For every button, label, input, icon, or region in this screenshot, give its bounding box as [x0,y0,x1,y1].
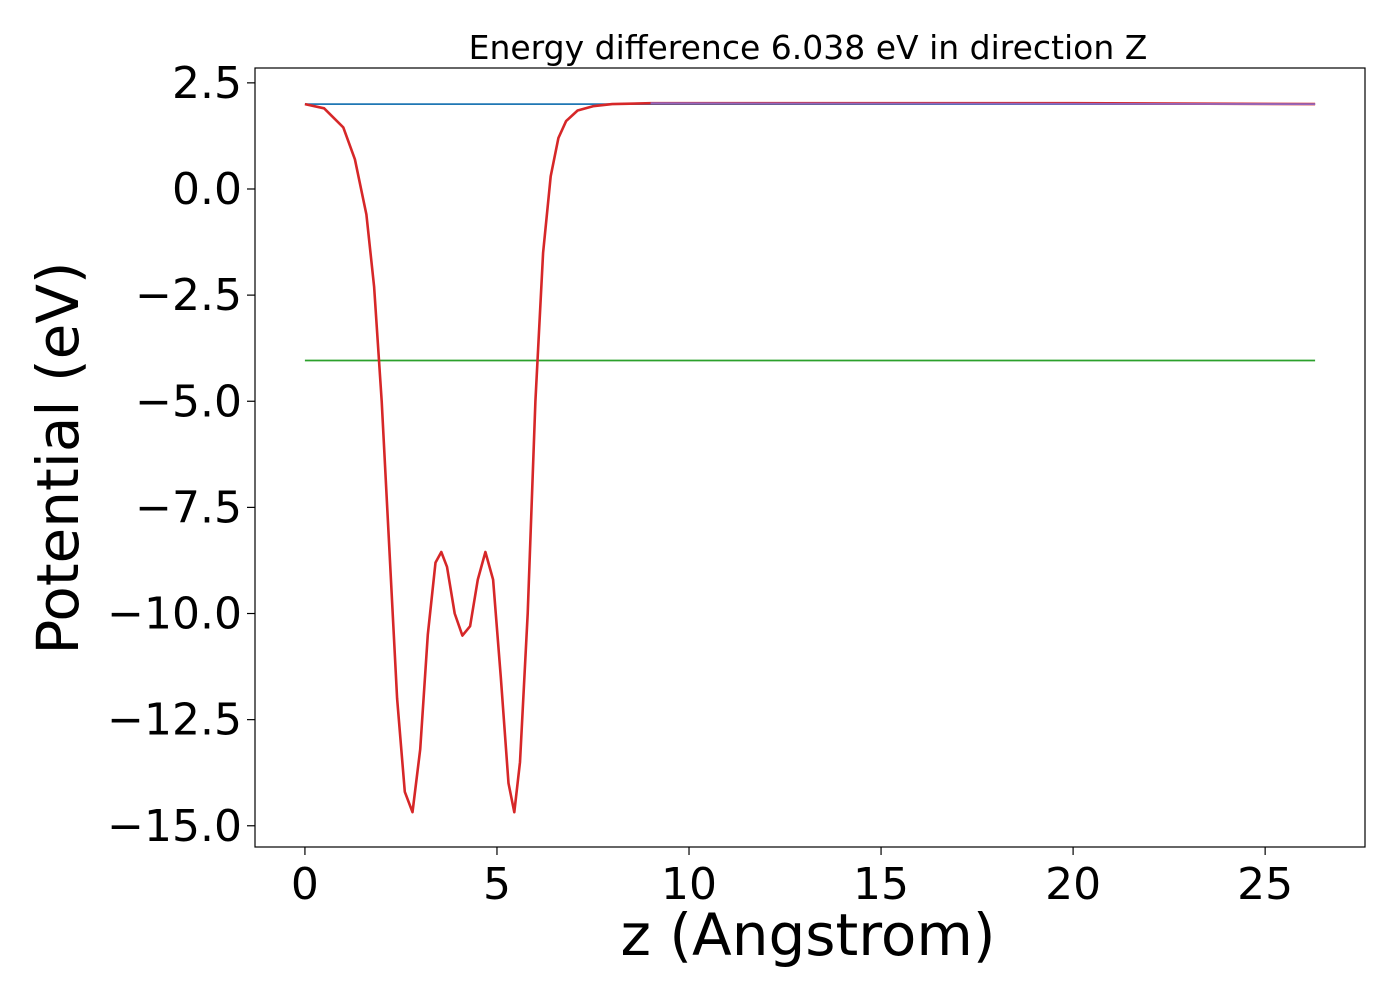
x-tick-label: 0 [291,859,319,910]
y-tick-label: −15.0 [107,801,242,852]
y-tick-label: −10.0 [107,589,242,640]
x-tick-label: 15 [853,859,909,910]
y-tick-label: −5.0 [135,376,242,427]
x-tick-label: 10 [661,859,717,910]
y-tick-label: 2.5 [172,58,242,109]
y-axis-label: Potential (eV) [24,261,92,654]
series-layer [304,101,1316,814]
y-tick-label: −2.5 [135,270,242,321]
x-axis: 0 5 10 15 20 25 [291,847,1293,910]
x-axis-label: z (Angstrom) [621,901,996,969]
x-tick-label: 5 [483,859,511,910]
y-tick-label: −7.5 [135,482,242,533]
y-axis: 2.5 0.0 −2.5 −5.0 −7.5 −10.0 −12.5 −15.0 [107,58,255,852]
chart-title: Energy difference 6.038 eV in direction … [469,28,1148,67]
series-line-3 [304,101,1316,814]
y-tick-label: 0.0 [172,164,242,215]
x-tick-label: 25 [1237,859,1293,910]
plot-frame [254,67,1366,848]
y-tick-label: −12.5 [107,695,242,746]
series-line-4 [650,102,1316,105]
x-tick-label: 20 [1045,859,1101,910]
